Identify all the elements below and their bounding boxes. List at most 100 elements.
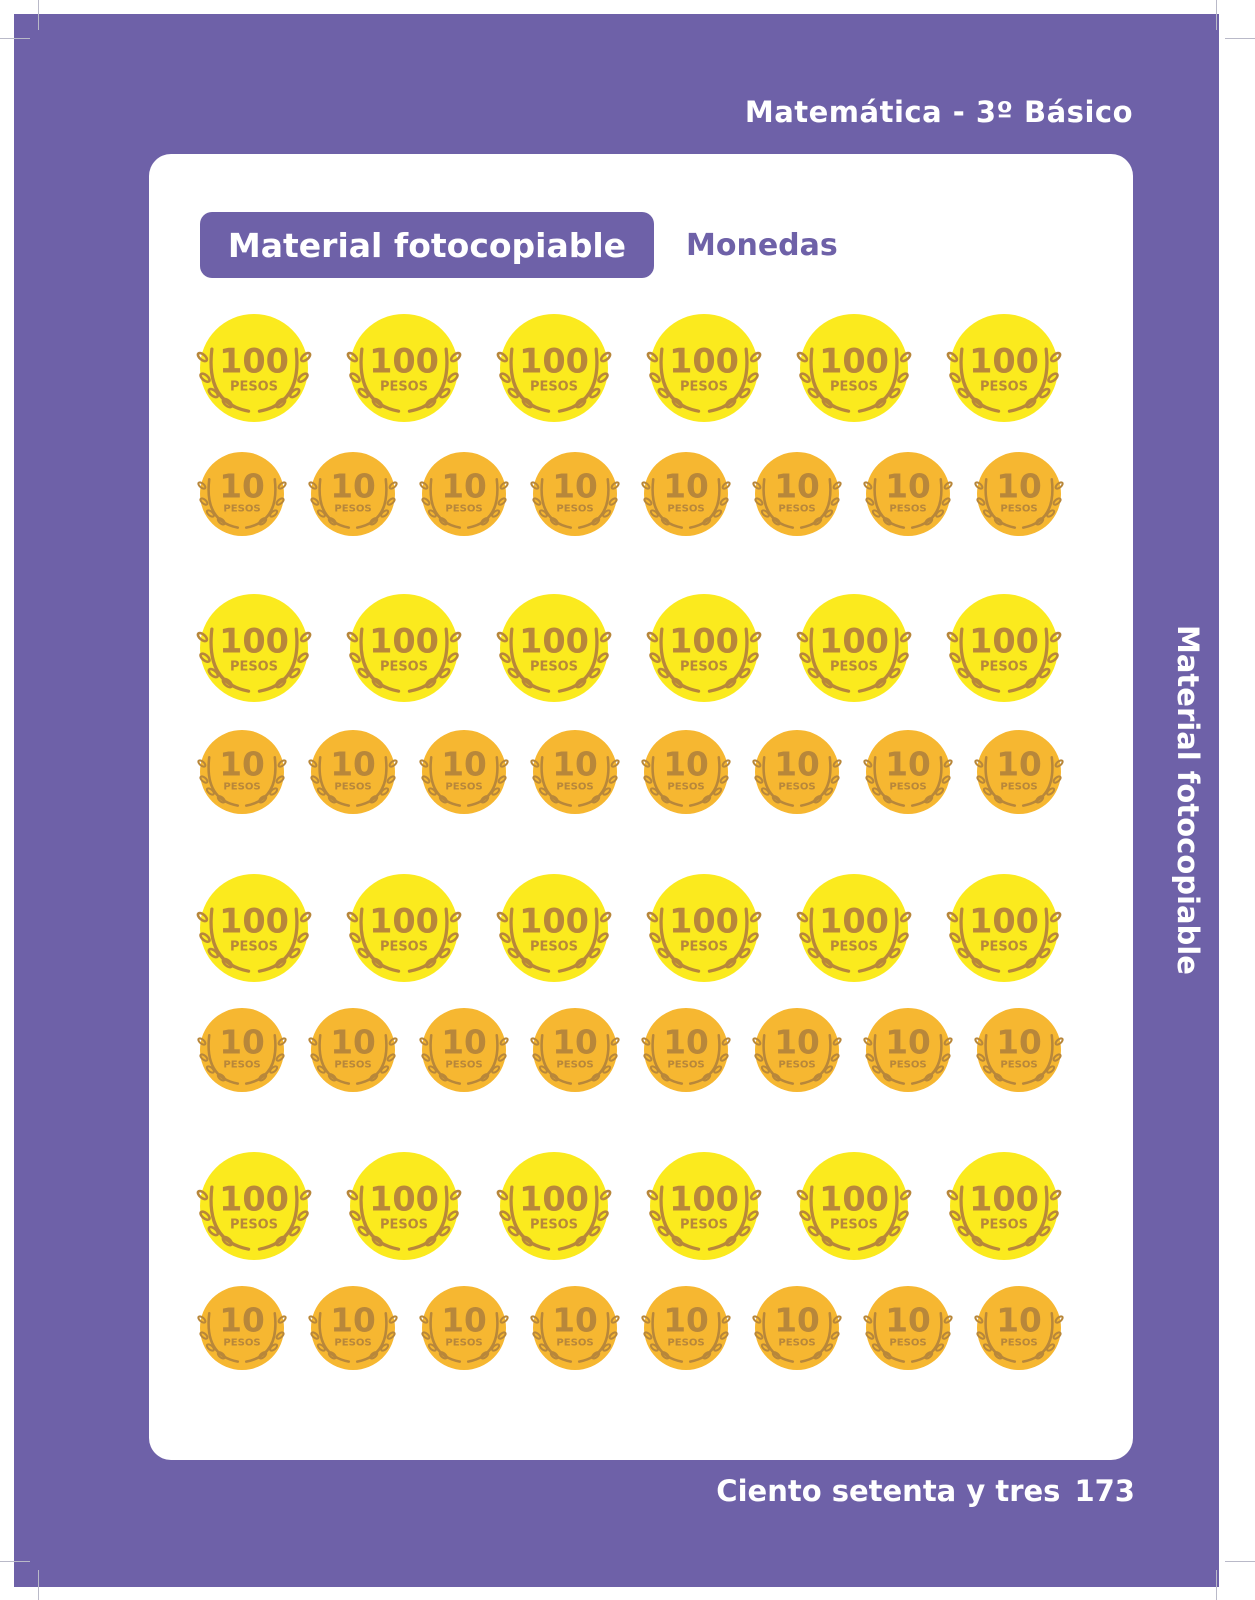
crop-mark-bottom-left-v: [38, 1570, 39, 1600]
svg-text:PESOS: PESOS: [334, 504, 371, 515]
svg-text:PESOS: PESOS: [223, 782, 260, 793]
svg-text:10: 10: [330, 745, 376, 783]
svg-text:100: 100: [819, 901, 889, 940]
svg-text:10: 10: [885, 745, 931, 783]
svg-text:10: 10: [219, 745, 265, 783]
svg-text:10: 10: [441, 745, 487, 783]
svg-text:100: 100: [969, 621, 1039, 660]
svg-text:PESOS: PESOS: [556, 782, 593, 793]
svg-text:100: 100: [369, 621, 439, 660]
svg-text:10: 10: [552, 1023, 598, 1061]
svg-text:100: 100: [219, 901, 289, 940]
svg-text:PESOS: PESOS: [778, 1060, 815, 1071]
svg-text:PESOS: PESOS: [556, 1338, 593, 1349]
svg-text:10: 10: [330, 467, 376, 505]
page-footer: Ciento setenta y tres 173: [716, 1474, 1135, 1508]
svg-text:PESOS: PESOS: [230, 660, 278, 675]
svg-text:100: 100: [819, 341, 889, 380]
svg-text:PESOS: PESOS: [334, 1060, 371, 1071]
svg-text:PESOS: PESOS: [680, 380, 728, 395]
svg-text:PESOS: PESOS: [680, 660, 728, 675]
svg-text:PESOS: PESOS: [980, 940, 1028, 955]
svg-text:PESOS: PESOS: [380, 660, 428, 675]
coin-grid: 100PESOS100PESOS100PESOS100PESOS100PESOS…: [196, 314, 1064, 1370]
svg-text:10: 10: [330, 1023, 376, 1061]
svg-text:PESOS: PESOS: [223, 1060, 260, 1071]
svg-text:PESOS: PESOS: [230, 1218, 278, 1233]
svg-text:PESOS: PESOS: [445, 782, 482, 793]
svg-text:PESOS: PESOS: [667, 1338, 704, 1349]
svg-text:PESOS: PESOS: [334, 782, 371, 793]
svg-text:PESOS: PESOS: [667, 782, 704, 793]
page-header-title: Matemática - 3º Básico: [744, 95, 1133, 129]
svg-text:10: 10: [552, 467, 598, 505]
svg-text:10: 10: [330, 1301, 376, 1339]
svg-text:10: 10: [663, 467, 709, 505]
svg-text:100: 100: [519, 621, 589, 660]
section-subtitle: Monedas: [686, 228, 838, 263]
svg-text:PESOS: PESOS: [445, 1338, 482, 1349]
crop-mark-bottom-right-v: [1216, 1570, 1217, 1600]
svg-text:PESOS: PESOS: [380, 940, 428, 955]
svg-text:PESOS: PESOS: [830, 940, 878, 955]
svg-text:PESOS: PESOS: [830, 660, 878, 675]
svg-text:PESOS: PESOS: [1000, 782, 1037, 793]
svg-text:100: 100: [669, 341, 739, 380]
svg-text:PESOS: PESOS: [889, 504, 926, 515]
svg-text:PESOS: PESOS: [667, 504, 704, 515]
svg-text:100: 100: [519, 1179, 589, 1218]
svg-text:PESOS: PESOS: [1000, 1338, 1037, 1349]
svg-text:10: 10: [996, 745, 1042, 783]
svg-text:10: 10: [552, 1301, 598, 1339]
svg-text:PESOS: PESOS: [230, 940, 278, 955]
svg-text:10: 10: [996, 467, 1042, 505]
svg-text:100: 100: [669, 621, 739, 660]
crop-mark-top-right: [1225, 38, 1255, 39]
material-badge: Material fotocopiable: [200, 212, 654, 278]
svg-text:10: 10: [219, 1301, 265, 1339]
svg-text:PESOS: PESOS: [980, 380, 1028, 395]
side-label: Material fotocopiable: [1171, 625, 1205, 975]
svg-text:PESOS: PESOS: [334, 1338, 371, 1349]
svg-text:PESOS: PESOS: [778, 504, 815, 515]
svg-text:PESOS: PESOS: [530, 660, 578, 675]
svg-text:10: 10: [219, 467, 265, 505]
svg-text:PESOS: PESOS: [980, 1218, 1028, 1233]
svg-text:PESOS: PESOS: [556, 504, 593, 515]
svg-text:PESOS: PESOS: [223, 1338, 260, 1349]
svg-text:100: 100: [219, 341, 289, 380]
svg-text:PESOS: PESOS: [530, 380, 578, 395]
crop-mark-bottom-right: [1225, 1561, 1255, 1562]
svg-text:PESOS: PESOS: [556, 1060, 593, 1071]
svg-text:10: 10: [663, 1301, 709, 1339]
